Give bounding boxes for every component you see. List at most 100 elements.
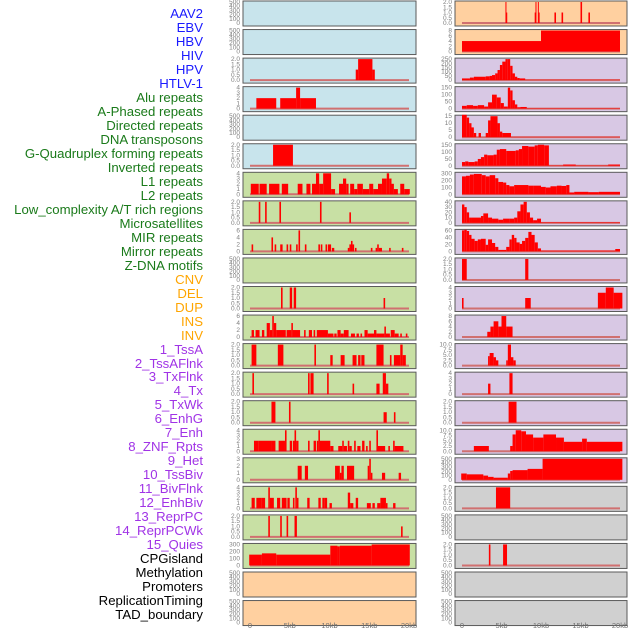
bar bbox=[462, 204, 465, 223]
y-tick-label: 2.0 bbox=[231, 399, 240, 406]
y-tick-label: 3 bbox=[448, 290, 452, 297]
y-tick-label: 1.5 bbox=[443, 404, 452, 411]
bar bbox=[526, 212, 530, 223]
bar bbox=[501, 316, 507, 338]
panel-background bbox=[242, 143, 417, 170]
bar bbox=[373, 189, 378, 195]
bar bbox=[488, 102, 493, 109]
panel-background bbox=[454, 371, 628, 398]
bar bbox=[284, 430, 287, 452]
bar bbox=[542, 458, 623, 480]
y-tick-label: 1 bbox=[236, 500, 240, 507]
bar bbox=[401, 247, 404, 252]
bar bbox=[276, 330, 286, 338]
bar bbox=[327, 333, 334, 338]
y-tick-label: 100 bbox=[441, 149, 452, 156]
bar bbox=[393, 440, 395, 452]
bar bbox=[473, 105, 478, 109]
y-tick-label: 400 bbox=[441, 460, 452, 467]
bar bbox=[489, 353, 494, 366]
bar bbox=[477, 158, 481, 166]
bar bbox=[528, 146, 535, 166]
y-tick-label: 2 bbox=[236, 327, 240, 334]
bar bbox=[462, 258, 467, 280]
bar bbox=[462, 298, 464, 309]
y-tick-label: 1.5 bbox=[443, 547, 452, 554]
bar bbox=[522, 145, 529, 166]
bar bbox=[469, 217, 472, 223]
bar bbox=[495, 246, 499, 252]
bar bbox=[499, 64, 503, 81]
bar bbox=[466, 474, 484, 480]
bar bbox=[510, 90, 513, 109]
y-tick-label: 200 bbox=[441, 60, 452, 67]
bar bbox=[358, 59, 373, 81]
bar bbox=[506, 185, 510, 195]
bar bbox=[318, 244, 320, 252]
bar bbox=[528, 231, 532, 252]
bar bbox=[512, 100, 515, 109]
bar bbox=[563, 164, 576, 166]
bar bbox=[362, 440, 365, 452]
bar bbox=[382, 373, 386, 395]
bar bbox=[347, 247, 350, 252]
bar bbox=[319, 440, 331, 452]
track-label: Inverted repeats bbox=[107, 159, 203, 175]
bar bbox=[400, 344, 403, 366]
y-tick-label: 7.5 bbox=[443, 433, 452, 440]
panel-background bbox=[242, 0, 417, 27]
bar bbox=[510, 65, 513, 81]
y-tick-label: 0.0 bbox=[443, 505, 452, 512]
y-tick-label: 0.0 bbox=[443, 277, 452, 284]
y-tick-label: 15 bbox=[445, 113, 453, 120]
bar bbox=[507, 473, 511, 480]
bar bbox=[384, 326, 386, 338]
bar bbox=[261, 330, 265, 338]
y-tick-label: 200 bbox=[229, 40, 240, 47]
y-tick-label: 200 bbox=[229, 126, 240, 133]
bar bbox=[515, 430, 522, 452]
bar bbox=[495, 73, 498, 81]
y-tick-label: 100 bbox=[229, 273, 240, 280]
track-label: TAD_boundary bbox=[115, 607, 203, 623]
y-tick-label: 1.0 bbox=[443, 10, 452, 17]
panel-g-quadruplex-forming-repeats: 0.00.51.01.52.0 bbox=[231, 142, 417, 170]
y-tick-label: 1.0 bbox=[443, 409, 452, 416]
y-tick-label: 300 bbox=[229, 122, 240, 129]
y-tick-label: 1.5 bbox=[231, 347, 240, 354]
track-label: 13_ReprPC bbox=[134, 509, 203, 525]
bar bbox=[277, 344, 284, 366]
y-tick-label: 0 bbox=[448, 220, 452, 227]
y-tick-label: 10 bbox=[445, 215, 453, 222]
bar bbox=[507, 59, 511, 81]
bar bbox=[337, 330, 341, 338]
bar bbox=[304, 244, 307, 252]
bar bbox=[473, 76, 486, 81]
bar bbox=[269, 330, 273, 338]
y-tick-label: 6 bbox=[448, 33, 452, 40]
y-tick-label: 100 bbox=[229, 615, 240, 622]
bar bbox=[331, 189, 336, 195]
y-tick-label: 5.0 bbox=[443, 352, 452, 359]
y-tick-label: 0 bbox=[448, 134, 452, 141]
y-tick-label: 0.5 bbox=[443, 557, 452, 564]
track-label: HIV bbox=[181, 47, 203, 63]
bar bbox=[507, 87, 511, 109]
bar bbox=[252, 373, 254, 395]
y-tick-label: 6 bbox=[236, 227, 240, 234]
y-tick-label: 10.0 bbox=[439, 342, 452, 349]
y-tick-label: 0 bbox=[448, 106, 452, 113]
y-tick-label: 0.0 bbox=[443, 420, 452, 427]
track-label: 15_Quies bbox=[146, 537, 203, 553]
y-tick-label: 2 bbox=[236, 438, 240, 445]
bar bbox=[474, 240, 478, 252]
bar bbox=[487, 155, 494, 166]
y-tick-label: 0 bbox=[236, 591, 240, 598]
x-tick-label: 0 bbox=[248, 621, 252, 630]
y-tick-label: 7.5 bbox=[443, 347, 452, 354]
bar bbox=[369, 458, 371, 480]
